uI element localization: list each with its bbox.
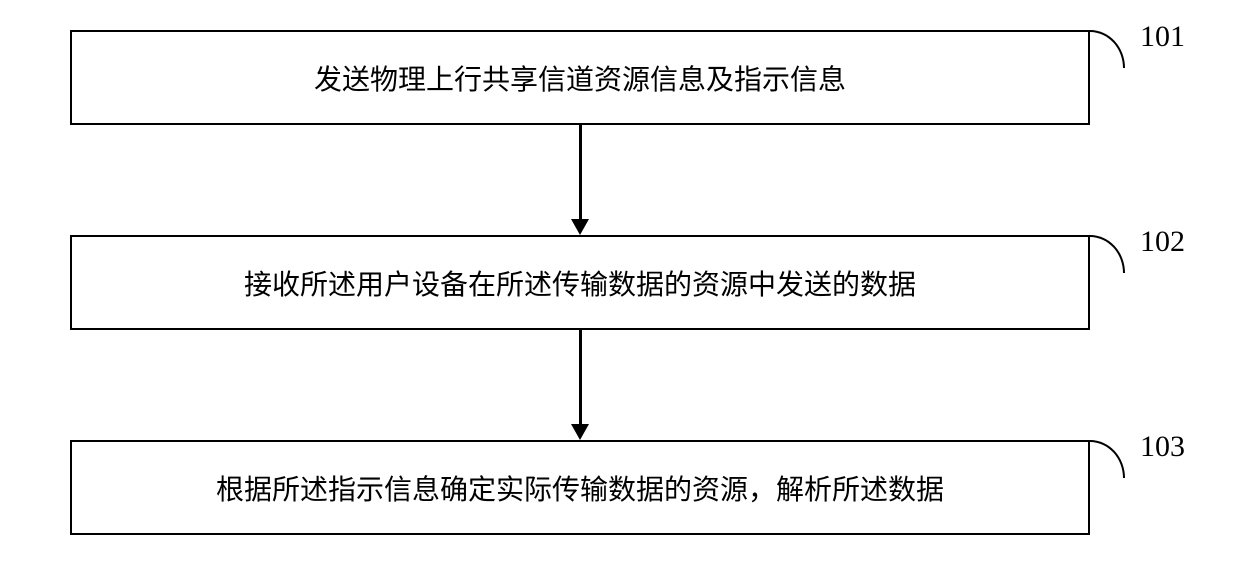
- step-label-102: 102: [1140, 225, 1185, 259]
- arrow-head-1: [571, 219, 589, 235]
- connector-103: [1090, 440, 1125, 478]
- flowchart-canvas: 发送物理上行共享信道资源信息及指示信息 101 接收所述用户设备在所述传输数据的…: [0, 0, 1240, 587]
- step-text-102: 接收所述用户设备在所述传输数据的资源中发送的数据: [244, 263, 916, 303]
- arrow-2: [579, 330, 582, 424]
- arrow-head-2: [571, 424, 589, 440]
- step-label-101: 101: [1140, 20, 1185, 54]
- step-box-103: 根据所述指示信息确定实际传输数据的资源，解析所述数据: [70, 440, 1090, 535]
- arrow-1: [579, 125, 582, 219]
- step-text-101: 发送物理上行共享信道资源信息及指示信息: [314, 58, 846, 98]
- connector-101: [1090, 30, 1125, 68]
- step-box-102: 接收所述用户设备在所述传输数据的资源中发送的数据: [70, 235, 1090, 330]
- connector-102: [1090, 235, 1125, 273]
- step-label-103: 103: [1140, 430, 1185, 464]
- step-text-103: 根据所述指示信息确定实际传输数据的资源，解析所述数据: [216, 468, 944, 508]
- step-box-101: 发送物理上行共享信道资源信息及指示信息: [70, 30, 1090, 125]
